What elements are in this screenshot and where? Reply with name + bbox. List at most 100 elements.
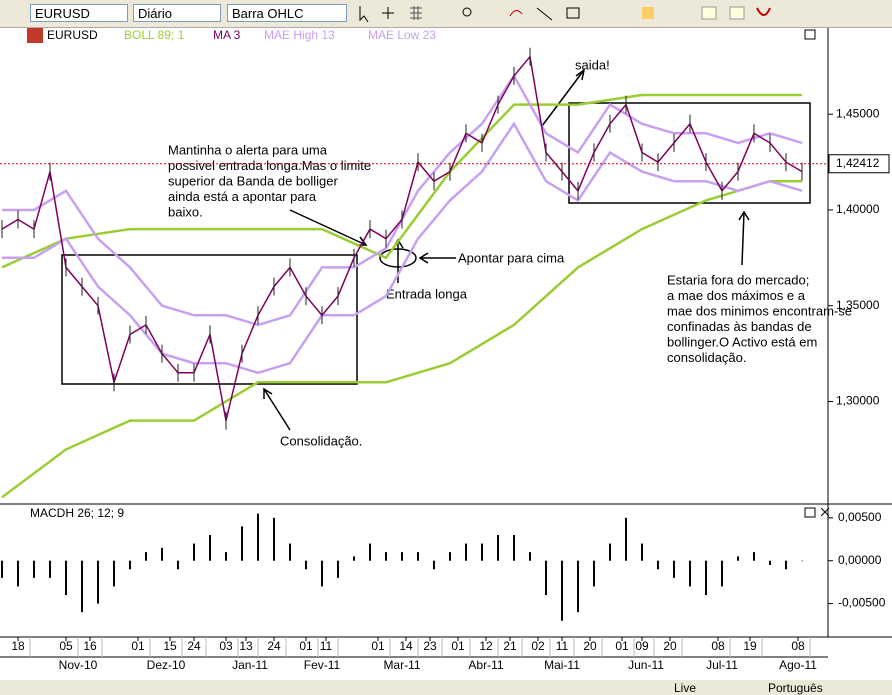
y-tick-label: -0,00500 xyxy=(838,596,886,610)
histogram-bar xyxy=(17,560,19,587)
histogram-bar xyxy=(337,560,339,578)
x-tick-label: 01 xyxy=(615,639,629,653)
x-tick-label: 13 xyxy=(239,639,253,653)
x-tick-label: 16 xyxy=(83,639,97,653)
legend-entry: EURUSD xyxy=(47,28,98,42)
last-price-box xyxy=(828,154,890,174)
histogram-bar xyxy=(737,556,739,561)
x-tick-label: 20 xyxy=(663,639,677,653)
histogram-bar xyxy=(161,547,163,561)
histogram-bar xyxy=(769,560,771,565)
chart: saida! Apontar para cima Entrada longa C… xyxy=(0,28,892,680)
legend: EURUSD BOLL 89; 1 MA 3 MAE High 13 MAE Low 2… xyxy=(47,28,436,42)
arrows xyxy=(263,68,750,431)
histogram-bar xyxy=(305,560,307,570)
legend-entry: MAE High 13 xyxy=(264,28,335,42)
symbol-box[interactable]: EURUSD xyxy=(30,4,128,22)
month-label: Fev-11 xyxy=(304,658,341,672)
histogram-bar xyxy=(753,552,755,561)
histogram-bar xyxy=(225,552,227,561)
x-tick-label: 20 xyxy=(583,639,597,653)
annotation-line: mae dos minimos encontram-se xyxy=(667,303,852,318)
series-line xyxy=(2,121,803,375)
series-line xyxy=(1,93,802,269)
status-mode: Live xyxy=(674,681,697,695)
x-tick-label: 19 xyxy=(743,639,757,653)
x-tick-label: 01 xyxy=(451,639,465,653)
y-tick-label: 1,35000 xyxy=(836,298,880,312)
range-box xyxy=(568,102,811,204)
annotation-line: consolidação. xyxy=(667,350,747,365)
legend-entry: MA 3 xyxy=(213,28,241,42)
range-box xyxy=(61,254,358,385)
histogram-bar xyxy=(81,560,83,613)
annotation: Apontar para cima xyxy=(458,250,565,265)
month-label: Abr-11 xyxy=(468,658,503,672)
histogram-bar xyxy=(673,560,675,578)
histogram-bar xyxy=(689,560,691,587)
x-tick-label: 18 xyxy=(11,639,25,653)
legend-entry: BOLL 89; 1 xyxy=(124,28,185,42)
month-label: Jan-11 xyxy=(232,658,268,672)
status-language[interactable]: Português xyxy=(768,681,823,695)
annotation-line: baixo. xyxy=(168,204,203,219)
style-select[interactable]: Barra OHLC xyxy=(227,4,347,22)
x-tick-label: 01 xyxy=(299,639,313,653)
x-tick-label: 03 xyxy=(219,639,233,653)
x-tick-label: 14 xyxy=(399,639,413,653)
histogram-bar xyxy=(369,543,371,561)
symbol-icon xyxy=(27,28,43,43)
histogram-bar xyxy=(353,556,355,561)
histogram-bar xyxy=(209,535,211,561)
histogram-bar xyxy=(561,560,563,621)
annotation-line: Mantinha o alerta para uma xyxy=(168,142,328,157)
histogram-bar xyxy=(529,552,531,561)
annotation-line: confinadas às bandas de xyxy=(667,319,812,334)
annotation-line: ainda está a apontar para xyxy=(168,189,317,204)
toolbar: EURUSD Diário Barra OHLC xyxy=(0,0,892,28)
close-button[interactable] xyxy=(820,507,830,517)
tool-icons[interactable] xyxy=(352,0,792,27)
month-label: Jun-11 xyxy=(628,658,664,672)
maximize-button[interactable] xyxy=(804,29,816,40)
histogram-bar xyxy=(65,560,67,595)
histogram-bar xyxy=(417,552,419,561)
annotation-line: possivel entrada longa.Mas o limite xyxy=(168,158,371,173)
histogram-bar xyxy=(497,535,499,561)
annotation: Consolidação. xyxy=(280,433,362,448)
histogram-bar xyxy=(609,543,611,561)
x-tick-label: 05 xyxy=(59,639,73,653)
status-bar: Live Português xyxy=(0,680,892,695)
month-label: Jul-11 xyxy=(706,658,738,672)
x-tick-label: 08 xyxy=(711,639,725,653)
x-tick-label: 08 xyxy=(791,639,805,653)
histogram-bar xyxy=(49,560,51,578)
series-line xyxy=(1,179,802,499)
x-tick-label: 01 xyxy=(131,639,145,653)
maximize-button[interactable] xyxy=(804,507,816,518)
annotation-line: a mae dos máximos e a xyxy=(667,288,806,303)
x-tick-label: 21 xyxy=(503,639,517,653)
histogram-bar xyxy=(593,560,595,587)
y-tick-label: 0,00500 xyxy=(838,510,882,524)
x-tick-label: 02 xyxy=(531,639,545,653)
histogram-bar xyxy=(641,543,643,561)
annotation: Entrada longa xyxy=(386,286,468,301)
month-label: Nov-10 xyxy=(59,658,98,672)
histogram-bar xyxy=(481,543,483,561)
histogram-bar xyxy=(657,560,659,570)
histogram-bar xyxy=(513,535,515,561)
legend-entry: MAE Low 23 xyxy=(368,28,436,42)
histogram-bar xyxy=(433,560,435,570)
histogram-bar xyxy=(401,552,403,561)
histogram-bar xyxy=(545,560,547,595)
x-tick-label: 12 xyxy=(479,639,493,653)
x-tick-label: 24 xyxy=(187,639,201,653)
month-label: Mai-11 xyxy=(544,658,580,672)
histogram-bar xyxy=(33,560,35,578)
y-tick-label: 1,40000 xyxy=(836,202,880,216)
period-select[interactable]: Diário xyxy=(133,4,221,22)
y-tick-label: 1,30000 xyxy=(836,394,880,408)
